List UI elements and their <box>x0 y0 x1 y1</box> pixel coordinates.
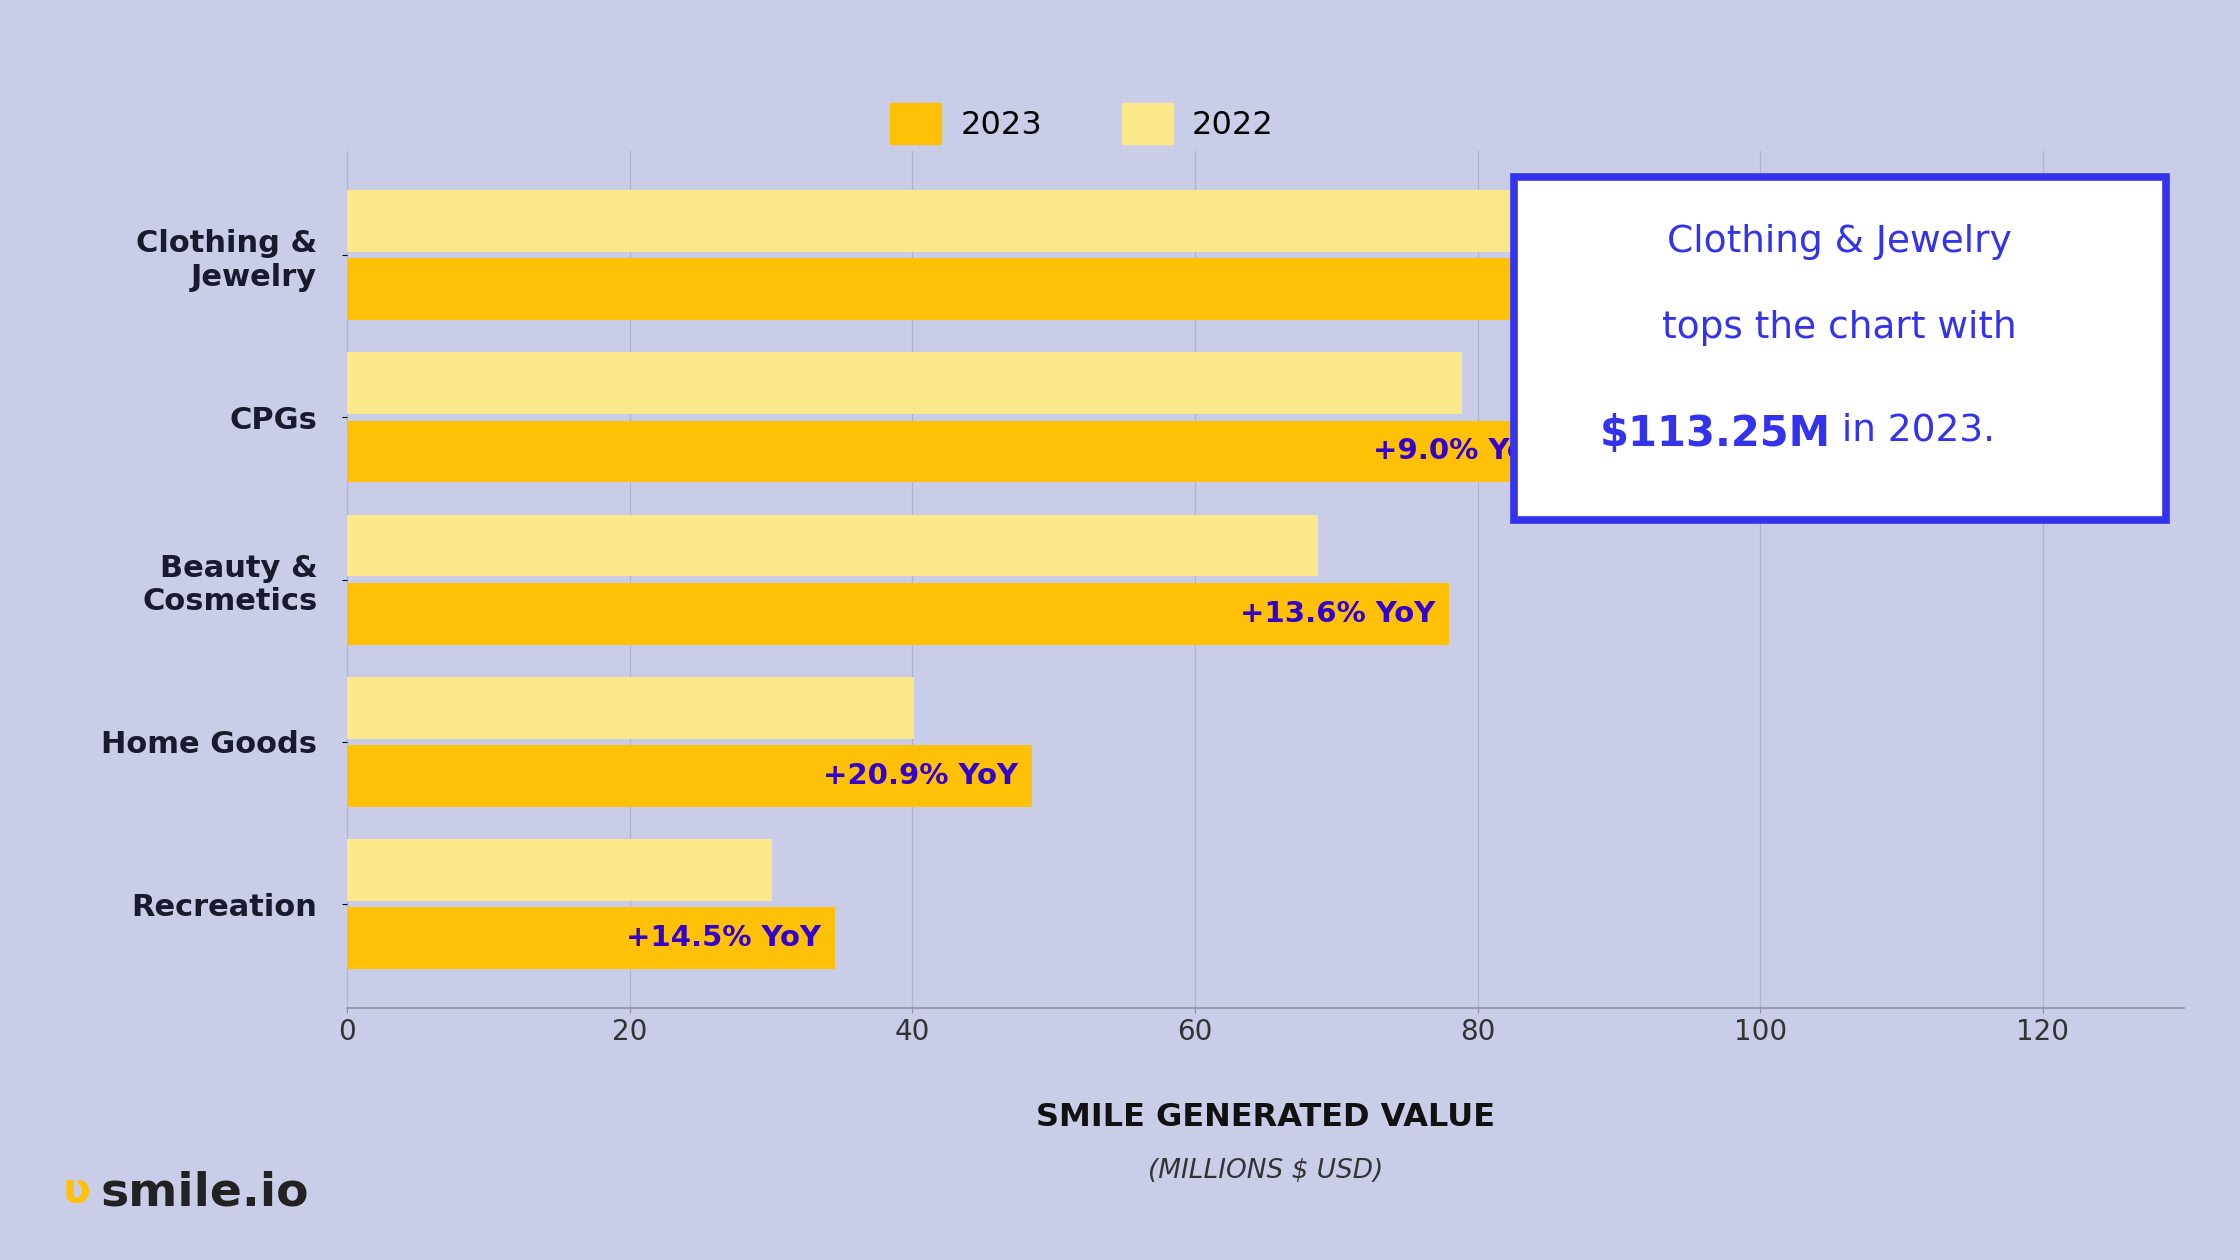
Bar <box>347 839 773 901</box>
Text: (MILLIONS $ USD): (MILLIONS $ USD) <box>1147 1158 1384 1184</box>
Text: Clothing & Jewelry: Clothing & Jewelry <box>1667 224 2012 260</box>
Bar <box>347 190 1702 252</box>
Text: smile.io: smile.io <box>101 1171 309 1216</box>
Text: SMILE GENERATED VALUE: SMILE GENERATED VALUE <box>1037 1102 1494 1133</box>
Text: +9.0% YoY: +9.0% YoY <box>1373 437 1548 465</box>
Bar <box>347 258 1947 320</box>
Text: $113.25M: $113.25M <box>1599 412 1830 455</box>
Text: +18.1% YoY: +18.1% YoY <box>1738 275 1933 304</box>
Bar <box>347 745 1033 806</box>
Bar <box>347 907 836 969</box>
Text: tops the chart with: tops the chart with <box>1662 310 2016 345</box>
Bar <box>347 677 914 738</box>
Text: +14.5% YoY: +14.5% YoY <box>625 925 820 953</box>
Text: in 2023.: in 2023. <box>1830 412 1996 449</box>
Text: +20.9% YoY: +20.9% YoY <box>824 762 1019 790</box>
Legend: 2023, 2022: 2023, 2022 <box>878 89 1286 156</box>
Bar <box>347 353 1463 415</box>
FancyBboxPatch shape <box>1514 176 2166 519</box>
Text: ʋ: ʋ <box>63 1171 90 1212</box>
Text: +13.6% YoY: +13.6% YoY <box>1241 600 1436 627</box>
Bar <box>347 421 1561 483</box>
Bar <box>347 514 1317 576</box>
Bar <box>347 583 1449 645</box>
